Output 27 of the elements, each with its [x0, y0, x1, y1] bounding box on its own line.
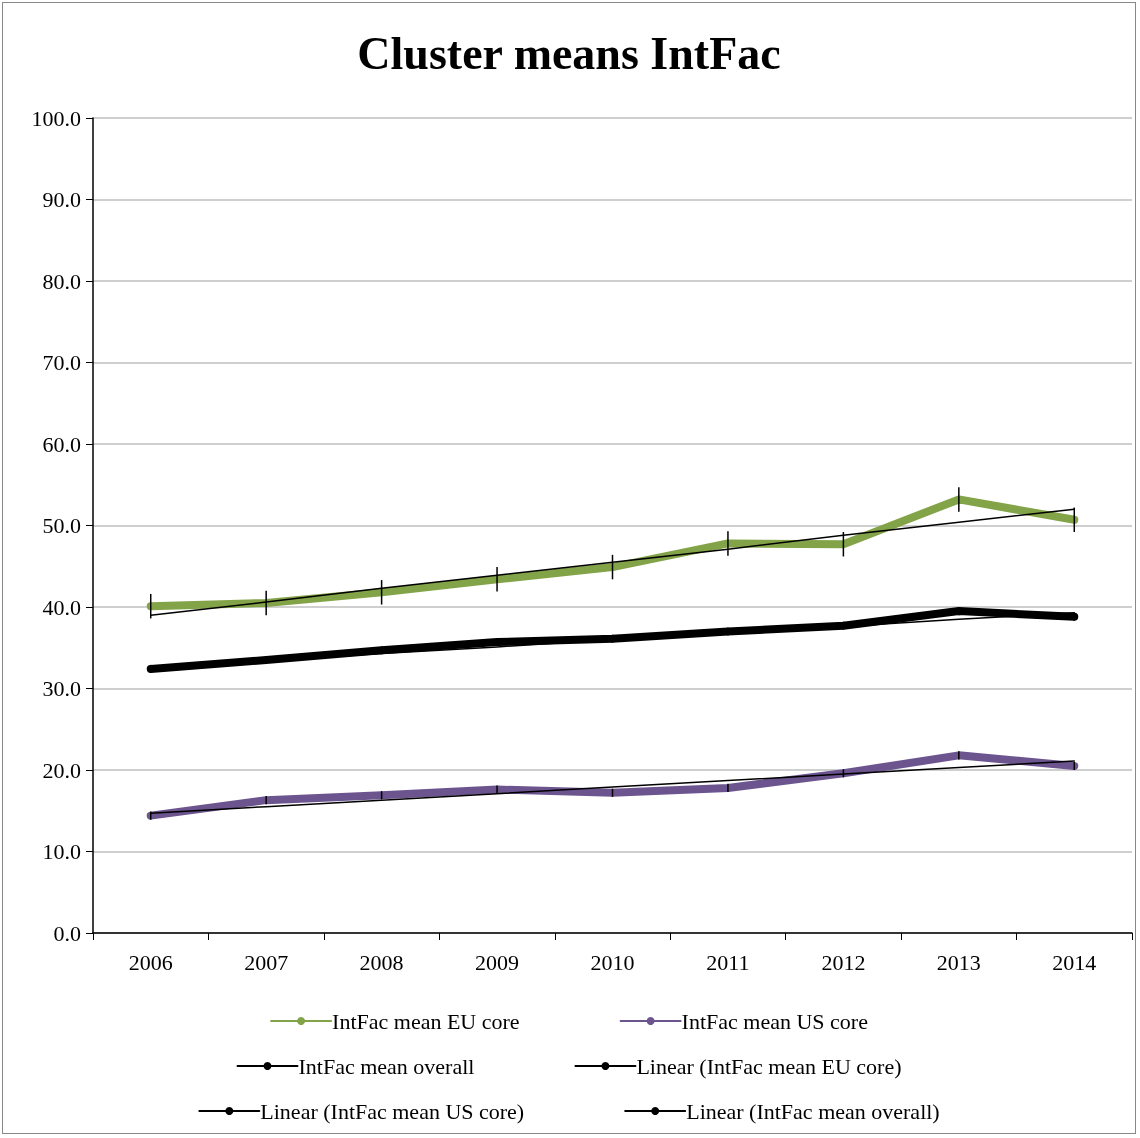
x-tick-label: 2013 [936, 949, 981, 975]
y-tick-label: 30.0 [42, 676, 81, 701]
legend-label: IntFac mean US core [681, 1008, 868, 1034]
x-tick-label: 2009 [475, 949, 520, 975]
y-tick-label: 10.0 [42, 839, 81, 864]
x-tick-label: 2008 [359, 949, 404, 975]
y-tick-label: 80.0 [42, 268, 81, 294]
y-tick-label: 40.0 [42, 594, 81, 620]
y-tick-label: 20.0 [42, 757, 81, 783]
y-tick-label: 50.0 [42, 513, 81, 538]
x-tick-label: 2012 [821, 949, 866, 975]
y-tick-label: 90.0 [42, 187, 81, 212]
x-tick-label: 2006 [128, 949, 173, 975]
y-tick-label: 70.0 [42, 350, 81, 375]
x-tick-label: 2010 [590, 949, 635, 975]
y-tick-label: 100.0 [31, 105, 81, 131]
x-tick-label: 2014 [1052, 949, 1097, 975]
legend-label: Linear (IntFac mean EU core) [636, 1053, 902, 1079]
y-tick-label: 0.0 [53, 920, 81, 946]
y-tick-label: 60.0 [42, 431, 81, 457]
chart-title: Cluster means IntFac [357, 27, 781, 79]
legend-label: Linear (IntFac mean US core) [260, 1098, 525, 1124]
x-tick-label: 2007 [244, 949, 289, 975]
legend-label: IntFac mean overall [298, 1053, 475, 1079]
legend-label: Linear (IntFac mean overall) [686, 1098, 940, 1124]
x-tick-label: 2011 [706, 949, 750, 975]
legend-label: IntFac mean EU core [332, 1008, 520, 1034]
